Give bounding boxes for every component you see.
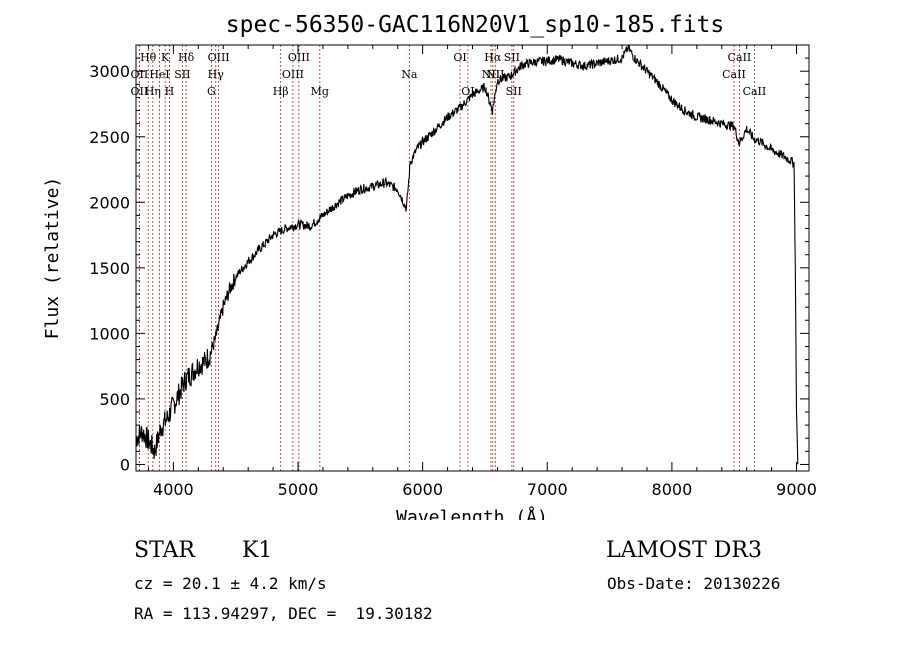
x-axis-ticks: 4000 5000 6000 7000 8000 9000	[147, 45, 817, 499]
obs-date: Obs-Date: 20130226	[607, 574, 781, 593]
object-subclass: K1	[242, 538, 273, 563]
spectral-line-label: Hα	[484, 51, 502, 64]
x-tick-label: 8000	[652, 480, 693, 499]
x-tick-label: 5000	[278, 480, 319, 499]
x-tick-label: 4000	[153, 480, 194, 499]
x-axis-label: Wavelength (Å)	[396, 506, 548, 520]
spectral-line-label: Hθ	[140, 51, 157, 64]
x-tick-label: 9000	[776, 480, 817, 499]
survey-name: LAMOST DR3	[606, 538, 762, 563]
y-tick-label: 1500	[89, 259, 130, 278]
spectral-line-label: SII	[174, 68, 190, 81]
coordinates: RA = 113.94297, DEC = 19.30182	[134, 604, 433, 623]
spectral-line-label: Hη	[145, 85, 161, 98]
spectral-line-label: Hγ	[208, 68, 225, 81]
y-axis-ticks: 0 500 1000 1500 2000 2500 3000	[89, 44, 809, 474]
spectral-line-label: OII	[131, 68, 149, 81]
spectral-line-label: OI	[453, 51, 466, 64]
spectral-line-label: Hδ	[178, 51, 195, 64]
y-tick-label: 500	[99, 390, 130, 409]
spectral-line-label: Mg	[311, 85, 329, 98]
spectral-line-label: SII	[504, 51, 520, 64]
flux-series-line	[135, 44, 799, 465]
plot-frame	[135, 44, 810, 472]
spectral-line-label: OIII	[208, 51, 230, 64]
spectral-line-label: Hβ	[273, 85, 289, 98]
y-tick-label: 3000	[89, 62, 130, 81]
y-tick-label: 2500	[89, 128, 130, 147]
y-tick-label: 0	[120, 455, 130, 474]
spectral-line-label: OII	[131, 85, 149, 98]
spectral-line-label: OIII	[288, 51, 310, 64]
spectral-line-label: CaII	[728, 51, 752, 64]
spectral-line-label: HeI	[149, 68, 169, 81]
y-tick-label: 1000	[89, 324, 130, 343]
spectral-line-label: NII	[482, 68, 500, 81]
spectral-line-label: G	[207, 85, 216, 98]
y-tick-label: 2000	[89, 193, 130, 212]
redshift-text: cz = 20.1 ± 4.2 km/s	[134, 574, 327, 593]
spectral-line-label: K	[161, 51, 170, 64]
x-tick-label: 6000	[402, 480, 443, 499]
spectral-line-label: CaII	[743, 85, 767, 98]
object-class: STAR	[134, 538, 195, 563]
y-axis-label: Flux (relative)	[42, 177, 63, 340]
spectral-line-label: H	[165, 85, 175, 98]
spectral-line-label: CaII	[722, 68, 746, 81]
spectral-line-label: SII	[506, 85, 522, 98]
x-tick-label: 7000	[527, 480, 568, 499]
spectral-line-label: Na	[401, 68, 418, 81]
spectral-lines	[138, 45, 755, 471]
chart-title: spec-56350-GAC116N20V1_sp10-185.fits	[226, 12, 725, 38]
spectrum-chart: spec-56350-GAC116N20V1_sp10-185.fits Hθ K…	[42, 12, 817, 520]
spectral-line-label: OIII	[282, 68, 304, 81]
